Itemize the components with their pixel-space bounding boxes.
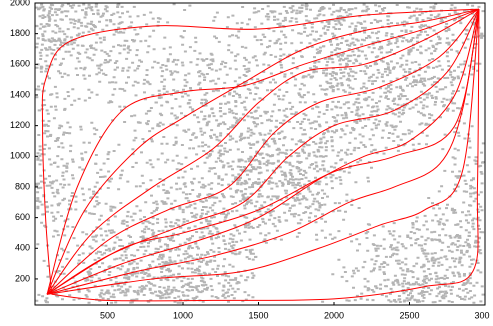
curve (46, 8, 480, 295)
curve (46, 8, 480, 295)
y-tick-label: 2000 (10, 0, 30, 7)
curve (41, 8, 479, 295)
y-tick-label: 1200 (10, 120, 30, 130)
curve (51, 9, 480, 302)
x-tick-label: 1500 (248, 310, 268, 320)
curve (46, 8, 480, 295)
curve (46, 9, 480, 295)
noise (35, 3, 485, 304)
y-tick-label: 200 (15, 273, 30, 283)
plot-frame (34, 2, 486, 306)
x-tick-label: 300 (474, 310, 489, 320)
curve (46, 8, 480, 295)
y-tick-label: 1800 (10, 28, 30, 38)
x-tick-label: 1000 (173, 310, 193, 320)
y-tick-label: 1000 (10, 151, 30, 161)
x-tick-label: 2000 (324, 310, 344, 320)
y-tick-label: 400 (15, 243, 30, 253)
y-tick-label: 1600 (10, 59, 30, 69)
y-tick-label: 600 (15, 212, 30, 222)
y-tick-label: 800 (15, 181, 30, 191)
x-tick-label: 500 (100, 310, 115, 320)
x-tick-label: 2500 (399, 310, 419, 320)
curve (46, 8, 480, 295)
curve (47, 9, 480, 295)
curve (46, 8, 480, 295)
curve (46, 9, 480, 295)
y-tick-label: 1400 (10, 89, 30, 99)
